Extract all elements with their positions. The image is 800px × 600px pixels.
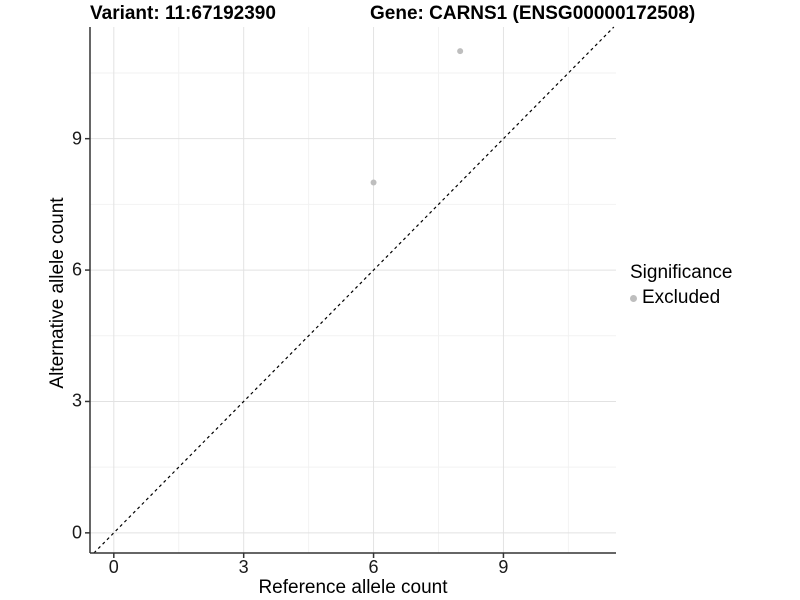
x-tick-label: 3 <box>238 557 249 577</box>
legend-title: Significance <box>630 262 733 283</box>
plot-title-variant: Variant: 11:67192390 <box>90 3 276 24</box>
y-tick-label: 6 <box>71 259 82 280</box>
y-tick-label: 3 <box>71 390 82 411</box>
data-point <box>370 179 377 186</box>
plot-title-gene: Gene: CARNS1 (ENSG00000172508) <box>370 3 696 24</box>
y-axis-title: Alternative allele count <box>47 197 68 389</box>
y-tick-label: 9 <box>71 128 82 149</box>
y-tick-label: 0 <box>71 522 82 543</box>
legend-item-label: Excluded <box>642 287 721 308</box>
identity-reference-line <box>93 26 615 554</box>
legend: Significance Excluded <box>630 262 732 309</box>
x-axis-title: Reference allele count <box>258 577 448 598</box>
data-point <box>457 48 464 55</box>
legend-item-excluded: Excluded <box>630 287 732 309</box>
x-tick-label: 6 <box>368 557 379 577</box>
x-tick-label: 9 <box>498 557 509 577</box>
excluded-point-swatch <box>630 294 637 302</box>
x-tick-label: 0 <box>108 557 119 577</box>
